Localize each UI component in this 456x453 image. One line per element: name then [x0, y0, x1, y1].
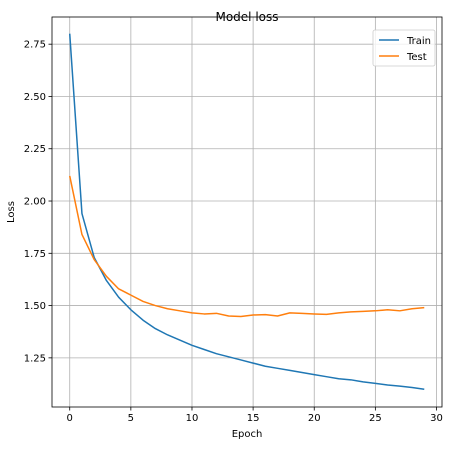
y-axis-ticks: 1.25 1.50 1.75 2.00 2.25 2.50 2.75 — [24, 40, 52, 364]
x-tick-label: 20 — [308, 413, 321, 424]
y-tick-label: 2.75 — [24, 40, 46, 51]
y-tick-label: 2.50 — [24, 92, 46, 103]
y-tick-label: 1.75 — [24, 249, 46, 260]
legend-label-test: Test — [406, 52, 427, 63]
legend: Train Test — [372, 29, 436, 67]
series-line-train — [68, 33, 425, 390]
series-line-test — [68, 175, 425, 318]
y-axis-label: Loss — [6, 201, 17, 223]
x-axis-ticks: 0 5 10 15 20 25 30 — [67, 407, 443, 424]
x-axis-label: Epoch — [232, 429, 263, 440]
series-layer — [68, 33, 425, 390]
x-tick-label: 30 — [430, 413, 443, 424]
x-tick-label: 25 — [369, 413, 382, 424]
x-tick-label: 5 — [128, 413, 134, 424]
x-tick-label: 15 — [247, 413, 260, 424]
y-tick-label: 1.50 — [24, 301, 46, 312]
plot-frame — [51, 16, 443, 408]
legend-box — [372, 29, 436, 67]
y-tick-label: 2.25 — [24, 144, 46, 155]
x-tick-label: 0 — [67, 413, 73, 424]
y-tick-label: 2.00 — [24, 197, 46, 208]
x-tick-label: 10 — [186, 413, 199, 424]
legend-label-train: Train — [406, 36, 431, 47]
y-tick-label: 1.25 — [24, 353, 46, 364]
plot-area — [52, 17, 442, 407]
chart-title: Model loss — [215, 10, 278, 24]
